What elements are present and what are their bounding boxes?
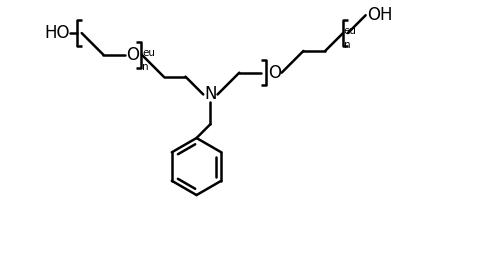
Text: OH: OH — [368, 6, 393, 24]
Text: N: N — [204, 85, 216, 103]
Text: O: O — [268, 64, 281, 82]
Text: n: n — [142, 62, 148, 72]
Text: eu: eu — [142, 48, 155, 58]
Text: HO: HO — [44, 24, 70, 42]
Text: n: n — [344, 40, 350, 50]
Text: eu: eu — [344, 27, 357, 36]
Text: O: O — [126, 46, 139, 64]
